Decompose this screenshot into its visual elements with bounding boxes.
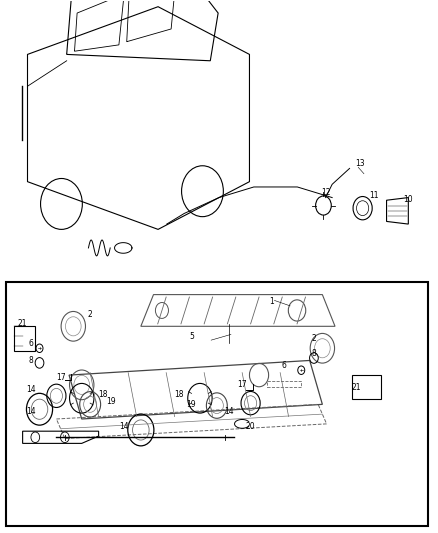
Text: 17: 17 — [237, 381, 247, 389]
Text: 14: 14 — [119, 422, 129, 431]
Bar — [352, 375, 381, 399]
Text: 5: 5 — [189, 332, 194, 341]
Text: 17: 17 — [56, 373, 65, 382]
Text: 8: 8 — [29, 356, 33, 365]
Text: 6: 6 — [282, 361, 287, 370]
Text: 2: 2 — [88, 310, 92, 319]
Bar — [6, 282, 428, 526]
Text: 6: 6 — [28, 339, 34, 348]
Text: 20: 20 — [246, 422, 255, 431]
Bar — [14, 326, 35, 351]
Text: 18: 18 — [174, 390, 184, 399]
Text: 14: 14 — [26, 407, 36, 416]
Text: 14: 14 — [26, 385, 36, 394]
Text: 18: 18 — [98, 390, 108, 399]
Text: 19: 19 — [187, 400, 196, 409]
Text: 13: 13 — [356, 159, 365, 167]
Text: 14: 14 — [225, 407, 234, 416]
Bar — [268, 381, 301, 387]
Text: 11: 11 — [369, 191, 378, 200]
Text: 19: 19 — [106, 398, 116, 407]
Text: 21: 21 — [18, 319, 28, 328]
Text: 8: 8 — [311, 349, 316, 358]
Text: 10: 10 — [403, 195, 413, 204]
Text: 12: 12 — [321, 188, 330, 197]
Text: 21: 21 — [351, 383, 361, 392]
Text: 1: 1 — [269, 297, 274, 306]
Text: 2: 2 — [311, 334, 316, 343]
